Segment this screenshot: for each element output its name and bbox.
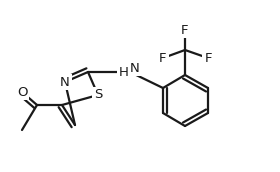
Text: O: O	[17, 85, 27, 99]
Text: H: H	[119, 66, 129, 78]
Text: N: N	[130, 62, 140, 74]
Text: F: F	[181, 24, 189, 36]
Text: F: F	[159, 51, 167, 64]
Text: S: S	[94, 89, 102, 101]
Text: F: F	[204, 51, 212, 64]
Text: N: N	[60, 76, 70, 89]
